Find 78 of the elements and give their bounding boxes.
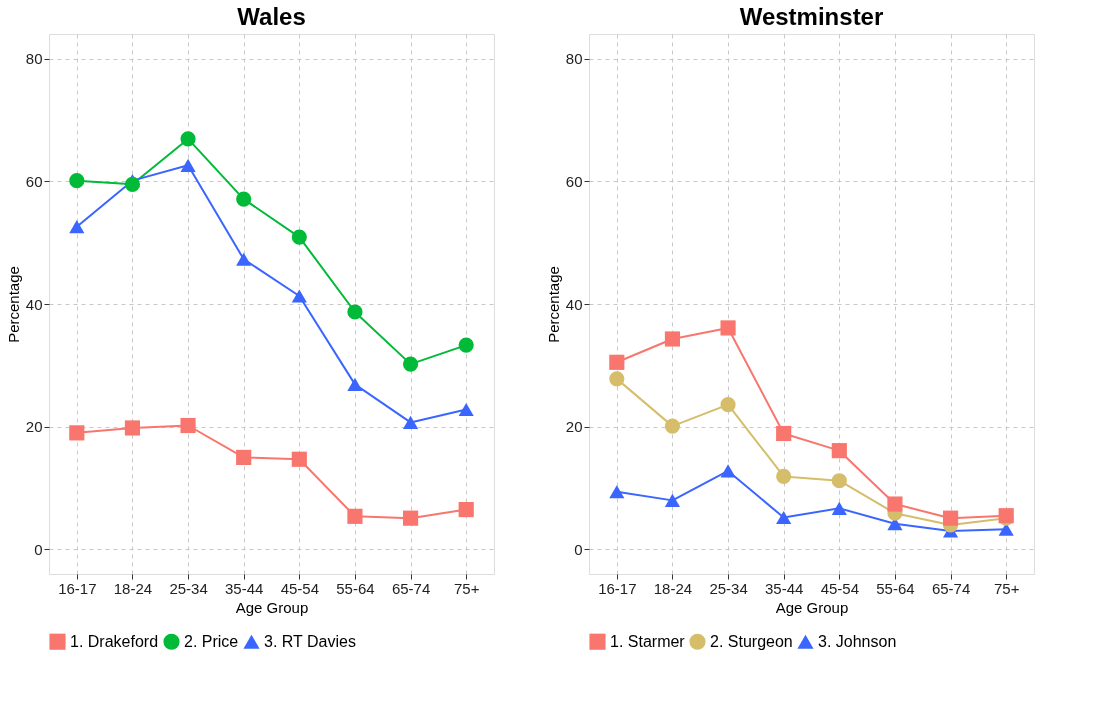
legend-label: 1. Starmer [610,632,686,650]
y-tick-label: 20 [565,418,583,436]
point [402,510,419,526]
point [831,443,847,459]
chart-title: Westminster [739,3,884,30]
y-tick-label: 60 [25,172,43,190]
point [402,356,419,372]
point [347,377,363,391]
chart-title: Wales [237,3,306,30]
point [124,420,141,436]
point [236,449,252,465]
point [347,304,363,320]
point [609,485,625,499]
x-tick-label: 16-17 [598,579,637,597]
x-tick-label: 25-34 [709,579,748,597]
x-tick-label: 18-24 [653,579,693,597]
legend-label: 3. RT Davies [264,632,356,650]
point [458,337,474,353]
y-tick-label: 40 [25,295,43,313]
y-tick-label: 40 [565,295,583,313]
point [776,510,792,525]
point [664,418,681,434]
x-tick-label: 35-44 [765,579,804,597]
y-tick-label: 80 [565,50,583,68]
point [942,510,959,526]
x-tick-label: 18-24 [113,579,153,597]
point [291,451,307,467]
y-tick-label: 80 [25,50,43,68]
y-axis-title: Percentage [544,266,562,343]
point [402,415,419,429]
point [831,473,847,489]
y-tick-label: 60 [565,172,583,190]
x-tick-label: 75+ [453,579,480,597]
point [776,425,792,442]
point [458,402,474,417]
x-axis-title: Age Group [235,598,309,616]
point [180,158,196,172]
point [69,220,85,234]
x-tick-label: 45-54 [280,579,319,597]
point [720,464,736,478]
point [664,493,681,507]
y-tick-label: 0 [34,540,43,558]
x-tick-label: 55-64 [876,579,915,597]
point [291,289,307,303]
point [291,229,307,245]
y-tick-label: 20 [25,418,43,436]
point [236,252,252,266]
x-tick-label: 16-17 [58,579,97,597]
x-tick-label: 45-54 [820,579,859,597]
point [69,173,85,189]
x-tick-label: 35-44 [225,579,264,597]
x-tick-label: 65-74 [931,579,971,597]
point [609,354,625,370]
point [124,176,141,192]
point [887,496,903,512]
x-axis-title: Age Group [775,598,849,616]
x-tick-label: 65-74 [391,579,431,597]
point [664,331,681,347]
x-tick-label: 55-64 [336,579,375,597]
legend-label: 2. Price [184,632,239,650]
point [458,501,474,518]
point [347,508,363,524]
y-axis-title: Percentage [4,266,22,343]
x-tick-label: 25-34 [169,579,208,597]
legend-label: 1. Drakeford [70,632,159,650]
point [720,397,736,413]
point [236,191,252,207]
point [720,320,736,336]
point [69,425,85,441]
x-tick-label: 75+ [993,579,1020,597]
legend-label: 2. Sturgeon [710,632,793,650]
point [831,501,847,515]
point [609,371,625,387]
point [776,468,792,484]
y-tick-label: 0 [574,540,583,558]
point [180,417,196,434]
point [180,131,196,147]
legend-label: 3. Johnson [818,632,897,650]
